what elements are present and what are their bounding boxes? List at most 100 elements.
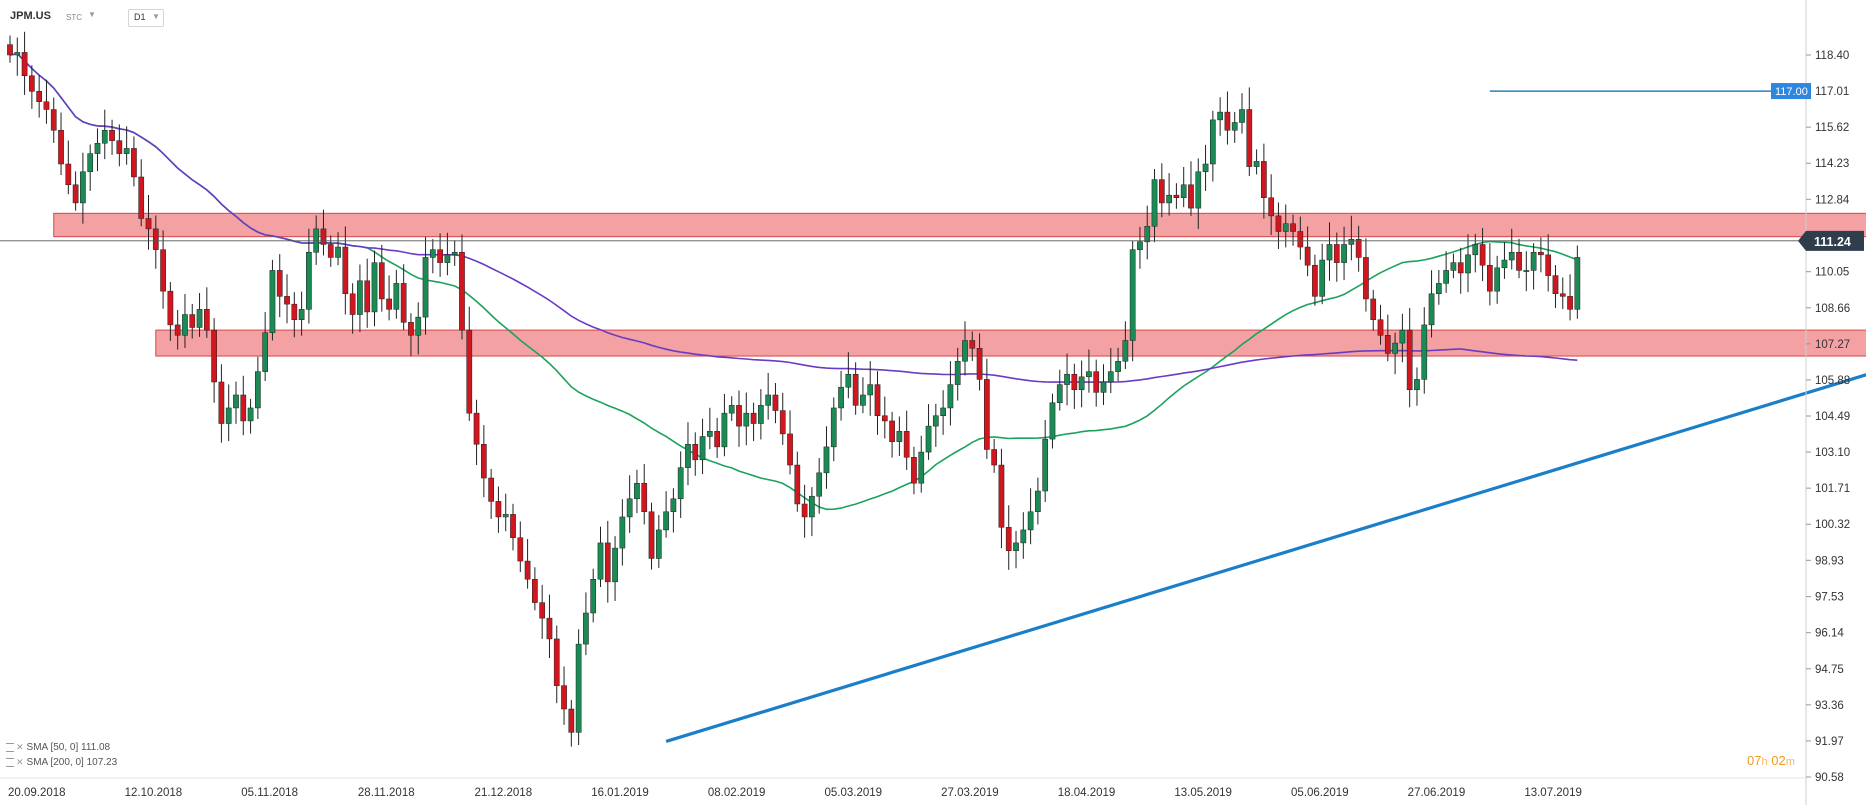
indicator-legend-sma200[interactable]: ✕ SMA [200, 0] 107.23 xyxy=(6,757,117,768)
candle xyxy=(721,393,728,457)
candle-body xyxy=(43,101,50,110)
candle xyxy=(743,392,750,446)
candle-body xyxy=(349,293,356,315)
candle-body xyxy=(1377,319,1384,336)
candle-body xyxy=(87,153,94,173)
candle xyxy=(1217,97,1223,136)
candle xyxy=(1231,111,1238,143)
candle xyxy=(568,699,575,747)
candle-body xyxy=(247,407,254,422)
timeframe-select[interactable]: D1 ▼ xyxy=(128,9,164,27)
candle xyxy=(510,503,516,551)
candle xyxy=(561,666,567,725)
y-tick-label: 96.14 xyxy=(1815,628,1844,640)
candle xyxy=(400,264,407,331)
candle xyxy=(1538,237,1544,273)
candle-body xyxy=(590,578,597,614)
candle-body xyxy=(451,251,458,256)
candle xyxy=(1333,232,1340,282)
candle xyxy=(1348,215,1355,261)
candle xyxy=(1297,216,1304,260)
candle-body xyxy=(532,578,538,603)
candle xyxy=(765,372,772,420)
price-zones xyxy=(53,212,1866,357)
candle xyxy=(444,232,451,276)
candle-body xyxy=(1180,184,1187,198)
close-icon[interactable]: ✕ xyxy=(16,757,24,767)
candle-body xyxy=(1312,264,1318,297)
candle xyxy=(1545,234,1552,292)
candle xyxy=(131,136,137,187)
x-tick-label: 05.06.2019 xyxy=(1291,787,1349,799)
candle-body xyxy=(1166,194,1172,204)
candle xyxy=(1341,226,1347,281)
candle xyxy=(677,451,684,518)
y-tick-label: 117.01 xyxy=(1815,86,1849,98)
candle-body xyxy=(889,420,895,442)
candle-body xyxy=(225,407,232,424)
candle-body xyxy=(932,415,939,427)
candle xyxy=(255,356,261,419)
candle xyxy=(867,361,874,416)
candle xyxy=(889,411,895,458)
candle xyxy=(1071,363,1078,409)
candle-body xyxy=(911,457,917,484)
candle-body xyxy=(845,373,852,388)
candle-body xyxy=(14,52,21,56)
candle xyxy=(1501,242,1508,279)
candle-body xyxy=(1428,293,1435,326)
candle xyxy=(72,171,79,211)
candle-body xyxy=(1261,161,1267,198)
candle-body xyxy=(1304,246,1311,266)
candle-body xyxy=(510,514,516,538)
candles xyxy=(7,31,1581,747)
candle xyxy=(218,364,225,443)
sma-200-line xyxy=(9,52,1578,383)
indicator-legend-sma50[interactable]: ✕ SMA [50, 0] 111.08 xyxy=(6,742,110,753)
candle xyxy=(1421,307,1428,394)
candle xyxy=(1487,243,1493,306)
candle-body xyxy=(1158,179,1165,204)
chevron-down-icon[interactable]: ▼ xyxy=(88,10,96,19)
settings-icon[interactable] xyxy=(6,742,14,752)
candle xyxy=(371,250,378,327)
candle-body xyxy=(838,386,844,409)
candle-body xyxy=(626,498,633,518)
candle-body xyxy=(203,309,210,331)
candle xyxy=(262,312,268,382)
candle-body xyxy=(1224,111,1231,131)
candle-body xyxy=(517,537,524,562)
candle-body xyxy=(240,394,247,422)
candle xyxy=(787,410,793,475)
candle xyxy=(604,520,611,603)
candle xyxy=(58,112,64,176)
candle xyxy=(758,389,764,440)
candle-body xyxy=(648,511,655,559)
candle-body xyxy=(1268,197,1275,217)
candle-body xyxy=(444,254,451,263)
candle-body xyxy=(1035,490,1041,513)
candle-body xyxy=(1450,262,1457,271)
settings-icon[interactable] xyxy=(6,757,14,767)
candle xyxy=(408,313,414,357)
candle-body xyxy=(101,130,108,144)
x-tick-label: 13.05.2019 xyxy=(1174,787,1232,799)
candle xyxy=(138,159,145,227)
candle-body xyxy=(495,501,502,518)
candle xyxy=(860,377,866,414)
candle-body xyxy=(787,433,793,466)
candle xyxy=(553,625,560,704)
candle-body xyxy=(750,412,757,424)
candle-body xyxy=(991,449,997,466)
candle-body xyxy=(488,477,494,502)
close-icon[interactable]: ✕ xyxy=(16,742,24,752)
timer-minutes-unit: m xyxy=(1785,756,1795,768)
candle xyxy=(1523,251,1530,292)
candle xyxy=(1384,314,1391,362)
symbol-label: JPM.US xyxy=(10,10,51,22)
candle xyxy=(809,487,815,537)
candle-body xyxy=(1253,161,1260,167)
candle xyxy=(495,486,502,533)
